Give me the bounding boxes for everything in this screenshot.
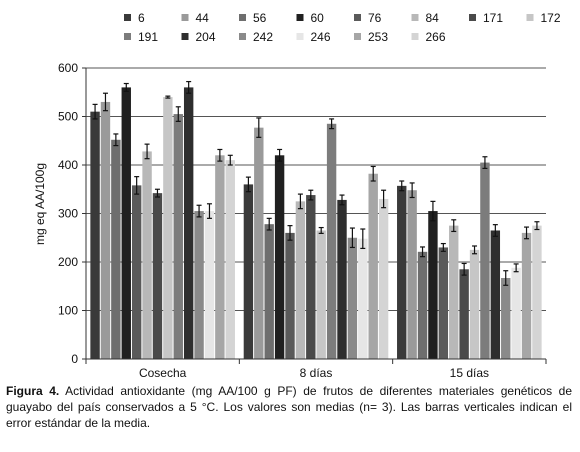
legend-label-246: 246 (311, 30, 331, 44)
y-axis-ticks: 0 100 200 300 400 500 600 (58, 61, 86, 366)
x-tick-label: 15 días (450, 366, 489, 380)
legend-swatch-191 (124, 33, 131, 40)
bar-253-0 (215, 155, 225, 359)
legend-swatch-266 (411, 33, 419, 40)
bar-60-2 (428, 211, 438, 359)
y-tick-label: 400 (58, 158, 78, 172)
x-axis-ticks: Cosecha 8 días 15 días (85, 359, 547, 380)
bar-6-2 (397, 185, 407, 359)
x-tick-label: Cosecha (139, 366, 187, 380)
bar-84-1 (295, 201, 306, 359)
legend-swatch-60 (296, 14, 304, 21)
bar-series (90, 87, 542, 360)
bar-171-0 (152, 193, 163, 359)
bar-172-0 (163, 97, 173, 359)
bar-6-1 (243, 184, 254, 359)
bar-266-0 (225, 160, 235, 359)
bar-44-1 (254, 127, 264, 359)
legend-label-266: 266 (426, 30, 446, 44)
legend-swatch-242 (239, 33, 246, 40)
bar-242-2 (501, 278, 511, 359)
bar-56-2 (417, 251, 428, 359)
bar-171-2 (459, 269, 469, 359)
y-tick-label: 100 (58, 304, 78, 318)
bar-191-0 (173, 114, 183, 359)
legend-swatch-204 (181, 33, 189, 40)
bar-172-1 (316, 230, 326, 359)
legend-swatch-171 (469, 14, 476, 21)
bar-60-1 (274, 155, 285, 359)
legend-label-191: 191 (138, 30, 158, 44)
legend-swatch-253 (354, 33, 361, 40)
bar-204-2 (490, 230, 501, 359)
legend-swatch-44 (181, 14, 189, 21)
bar-253-1 (368, 173, 378, 359)
bar-76-1 (285, 232, 295, 359)
bar-84-2 (449, 225, 459, 359)
legend-label-76: 76 (368, 11, 382, 25)
bar-56-1 (264, 224, 274, 359)
bar-171-1 (306, 195, 316, 359)
bar-246-1 (358, 238, 368, 359)
bar-44-0 (100, 101, 111, 359)
y-tick-label: 300 (58, 207, 78, 221)
bar-253-2 (521, 232, 532, 359)
legend-label-242: 242 (253, 30, 273, 44)
bar-60-0 (121, 87, 131, 360)
y-axis-label: mg eq AA/100g (33, 163, 47, 245)
bar-172-2 (469, 249, 480, 359)
legend-label-44: 44 (196, 11, 210, 25)
legend-label-253: 253 (368, 30, 388, 44)
legend-label-172: 172 (541, 11, 561, 25)
bar-246-0 (204, 211, 215, 359)
legend-swatch-6 (124, 14, 131, 21)
legend: 6 44 56 60 76 84 171 172 191 204 242 246 253 266 (124, 11, 561, 44)
bar-chart: 0 100 200 300 400 500 600 Cosecha 8 días 15 días… (33, 11, 561, 380)
bar-242-1 (347, 237, 358, 359)
bar-76-0 (131, 185, 142, 359)
legend-label-6: 6 (138, 11, 145, 25)
gridlines (86, 67, 546, 311)
y-tick-label: 600 (58, 61, 78, 75)
figure-caption: Figura 4. Actividad antioxidante (mg AA/… (6, 383, 572, 431)
bar-44-2 (407, 190, 417, 359)
legend-label-171: 171 (483, 11, 503, 25)
y-tick-label: 200 (58, 255, 78, 269)
legend-label-204: 204 (196, 30, 216, 44)
bar-6-0 (90, 111, 100, 360)
legend-swatch-84 (411, 14, 419, 21)
bar-84-0 (142, 151, 152, 359)
legend-label-60: 60 (311, 11, 325, 25)
y-tick-label: 500 (58, 110, 78, 124)
legend-label-84: 84 (426, 11, 440, 25)
legend-swatch-246 (296, 33, 304, 40)
caption-text: Actividad antioxidante (mg AA/100 g PF) … (6, 384, 573, 430)
legend-swatch-172 (526, 14, 534, 21)
axes (85, 68, 546, 360)
error-bars (92, 80, 540, 286)
bar-266-1 (378, 198, 389, 359)
legend-swatch-76 (354, 14, 361, 21)
bar-204-1 (337, 199, 347, 359)
y-tick-label: 0 (71, 352, 78, 366)
caption-label: Figura 4. (6, 384, 60, 398)
bar-56-0 (111, 139, 121, 359)
bar-204-0 (183, 87, 194, 360)
bar-266-2 (532, 225, 542, 359)
bar-191-2 (480, 162, 490, 359)
x-tick-label: 8 días (300, 366, 333, 380)
bar-76-2 (438, 247, 449, 359)
bar-191-1 (326, 123, 337, 360)
legend-swatch-56 (239, 14, 246, 21)
bar-242-0 (194, 211, 204, 359)
bar-246-2 (511, 267, 521, 359)
legend-label-56: 56 (253, 11, 267, 25)
